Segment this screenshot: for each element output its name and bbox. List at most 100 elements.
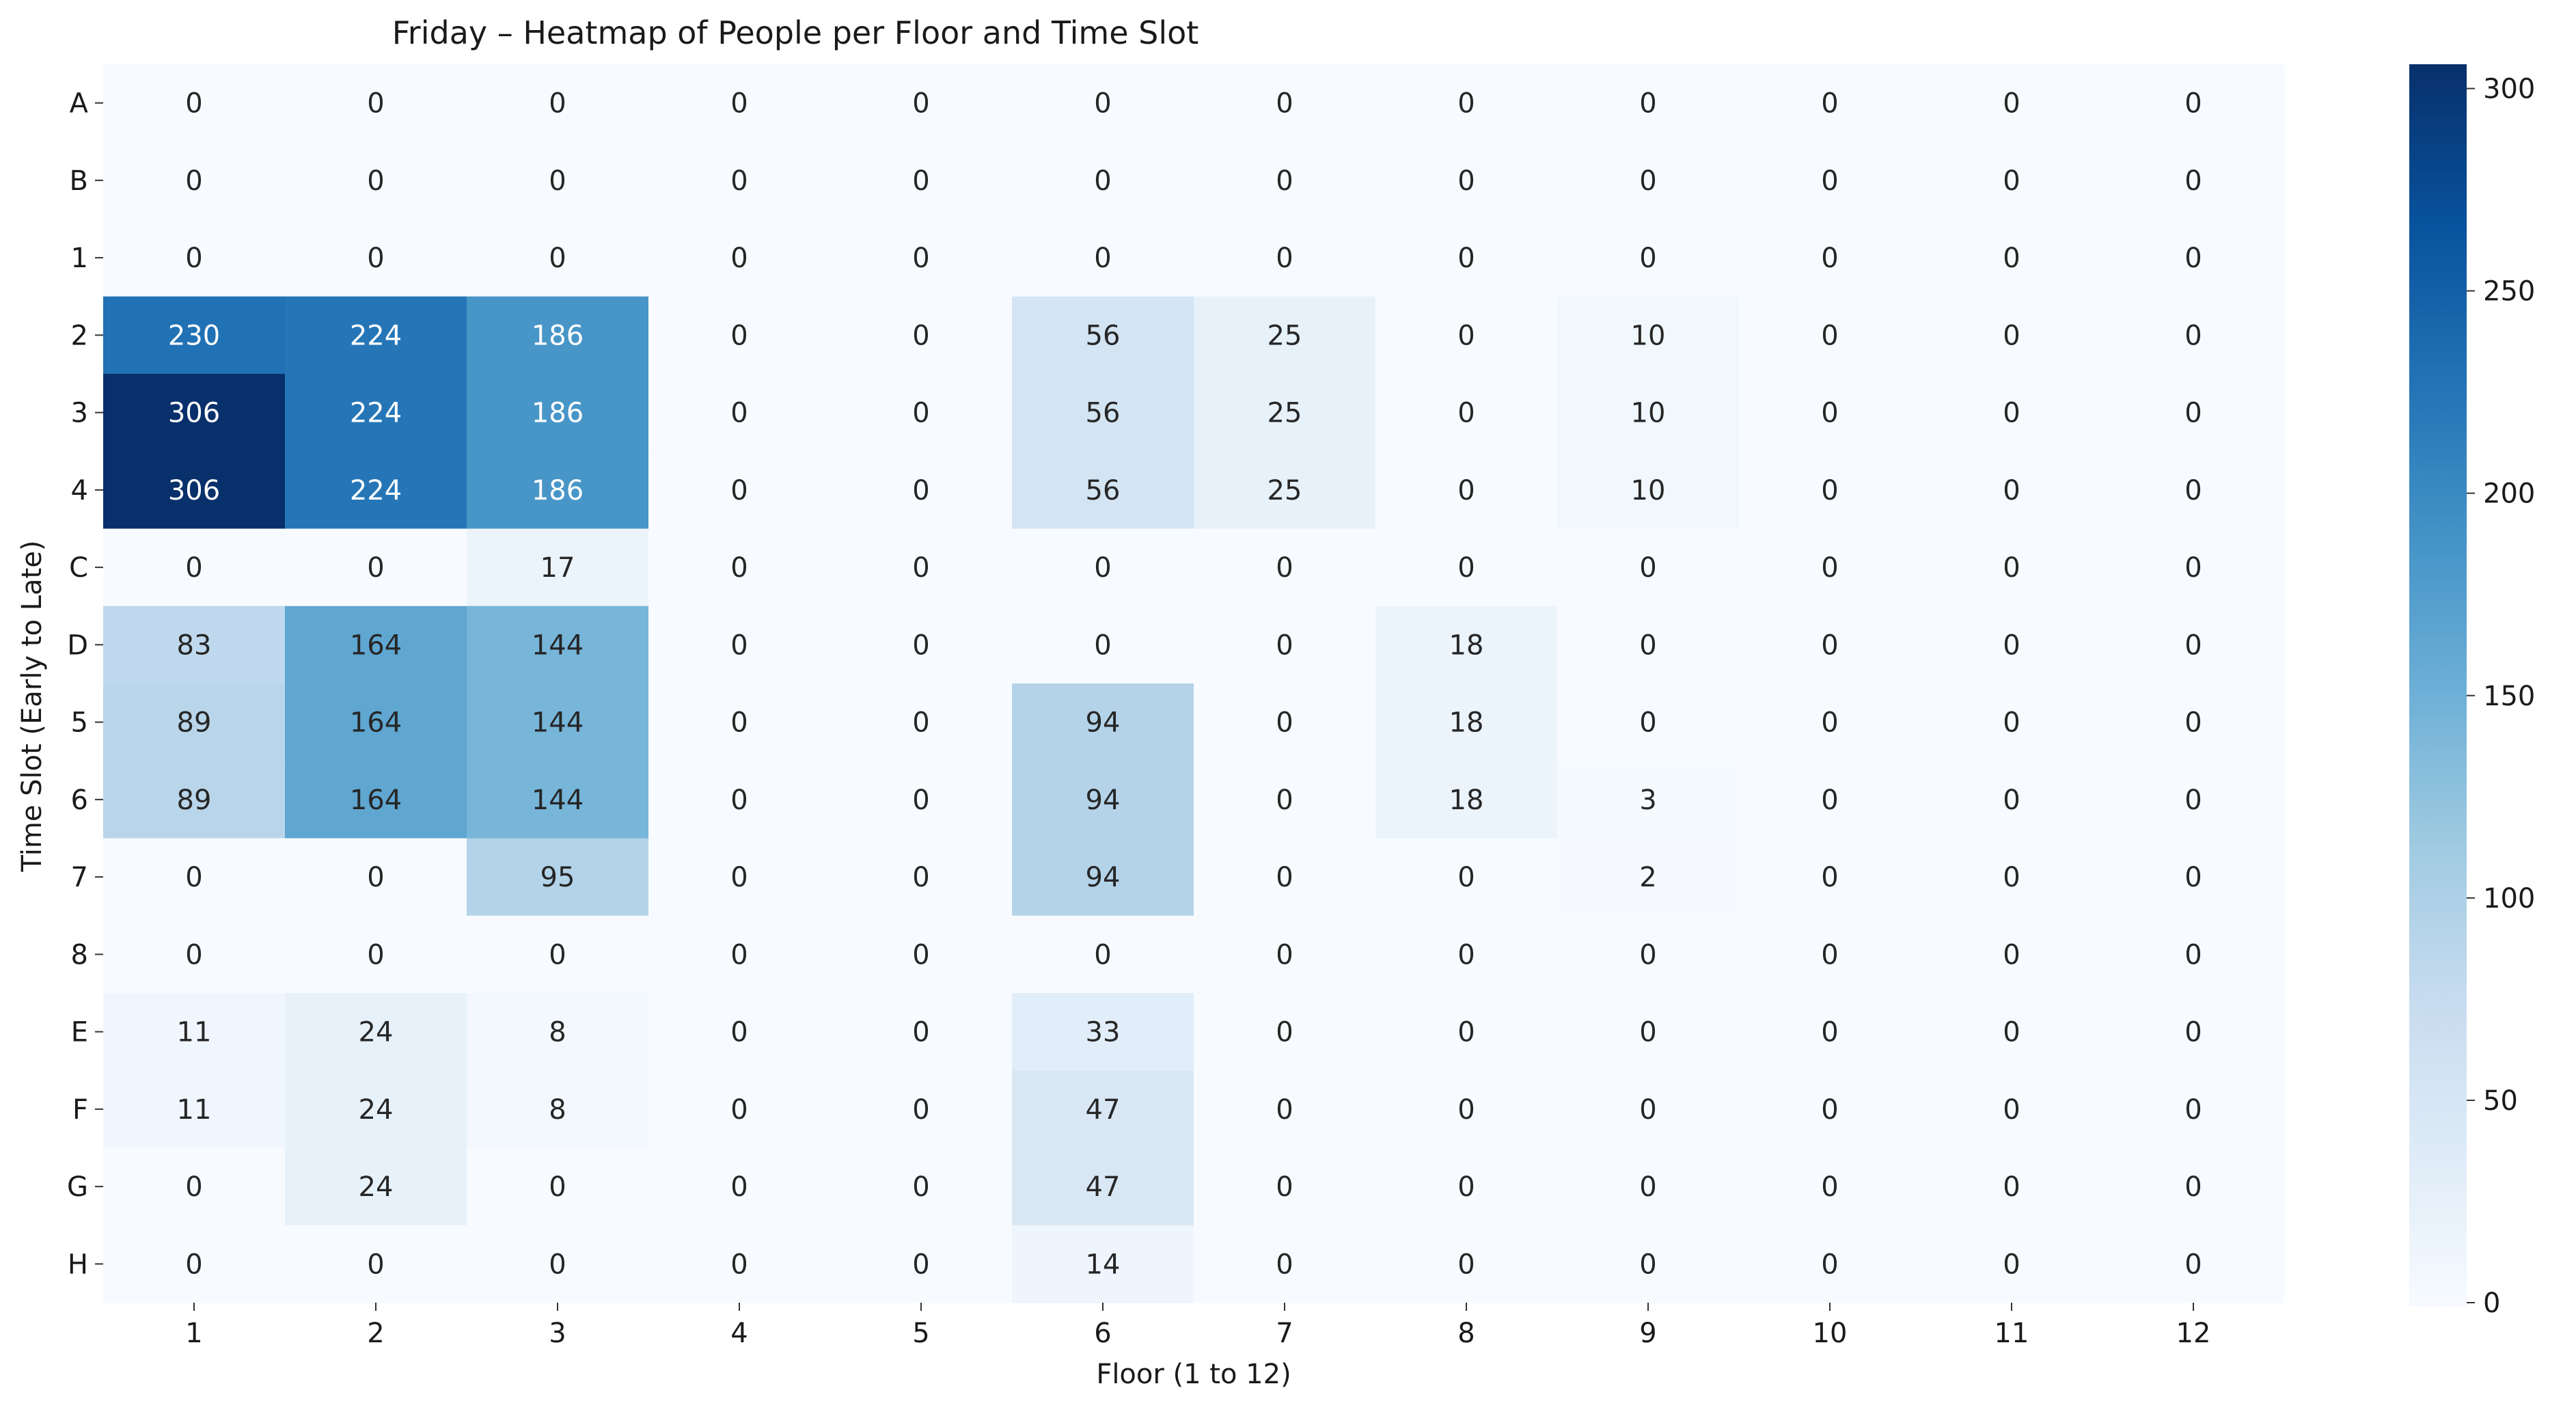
cell-value-label: 0 — [730, 1249, 748, 1280]
x-tick-label: 12 — [2176, 1318, 2211, 1349]
heatmap-cell — [285, 1225, 467, 1303]
heatmap-cell — [830, 219, 1013, 297]
heatmap-cell — [648, 451, 831, 530]
heatmap-cell — [2102, 296, 2285, 375]
heatmap-cell — [648, 606, 831, 684]
heatmap-cell — [1557, 1070, 1740, 1149]
cell-value-label: 0 — [1821, 1171, 1838, 1203]
colorbar-gradient — [2409, 64, 2467, 1307]
heatmap-cell — [1921, 141, 2103, 220]
heatmap-cell — [1739, 915, 1921, 994]
heatmap-cell — [2102, 64, 2285, 142]
heatmap-cell — [1557, 528, 1740, 607]
cell-value-label: 0 — [2184, 475, 2202, 506]
heatmap-cell — [467, 761, 649, 839]
heatmap-cell — [648, 993, 831, 1071]
heatmap-cell — [1375, 838, 1558, 917]
heatmap-cell — [1194, 141, 1376, 220]
y-tick-label: 5 — [71, 707, 88, 739]
y-tick-label: A — [70, 88, 89, 120]
cell-value-label: 0 — [1821, 243, 1838, 274]
cell-value-label: 0 — [1457, 1017, 1475, 1048]
cell-value-label: 0 — [912, 243, 929, 274]
heatmap-cell — [467, 451, 649, 530]
heatmap-cell — [1739, 1225, 1921, 1303]
y-tick-label: F — [72, 1094, 88, 1126]
heatmap-cell — [648, 141, 831, 220]
heatmap-cell — [648, 219, 831, 297]
cell-value-label: 0 — [1276, 165, 1293, 197]
cell-value-label: 0 — [2003, 552, 2020, 584]
cell-value-label: 0 — [912, 552, 929, 584]
heatmap-cell — [1557, 993, 1740, 1071]
cell-value-label: 0 — [185, 1171, 202, 1203]
cell-value-label: 0 — [367, 939, 384, 970]
heatmap-cell — [103, 64, 286, 142]
heatmap-cell — [285, 993, 467, 1071]
heatmap-cell — [103, 838, 286, 917]
heatmap-cell — [285, 64, 467, 142]
cell-value-label: 0 — [730, 1171, 748, 1203]
y-axis-label: Time Slot (Early to Late) — [16, 541, 48, 873]
cell-value-label: 24 — [359, 1171, 394, 1203]
heatmap-cell — [2102, 1148, 2285, 1226]
heatmap-cell — [467, 1225, 649, 1303]
cell-value-label: 0 — [2184, 1249, 2202, 1280]
heatmap-cell — [1375, 219, 1558, 297]
cell-value-label: 0 — [2003, 165, 2020, 197]
cell-value-label: 0 — [1821, 165, 1838, 197]
colorbar: 0 50 100 150 200 250 300 — [2409, 64, 2535, 1319]
heatmap-cell — [1194, 761, 1376, 839]
x-tick-label: 10 — [1813, 1318, 1848, 1349]
cell-value-label: 144 — [532, 629, 584, 661]
colorbar-tick-label: 300 — [2483, 74, 2535, 105]
cell-value-label: 89 — [177, 707, 212, 739]
cell-value-label: 0 — [367, 552, 384, 584]
colorbar-tick-label: 0 — [2483, 1288, 2500, 1319]
cell-value-label: 0 — [1821, 1249, 1838, 1280]
cell-value-label: 0 — [2003, 1017, 2020, 1048]
cell-value-label: 0 — [1639, 243, 1656, 274]
heatmap-cell — [1921, 915, 2103, 994]
heatmap-cell — [1921, 1225, 2103, 1303]
heatmap-cell — [1375, 683, 1558, 761]
heatmap-cell — [1739, 451, 1921, 530]
y-tick-label: 4 — [71, 475, 88, 506]
y-axis-ticks: A B 1 2 3 4 C D 5 6 7 8 E F G H — [67, 88, 103, 1280]
cell-value-label: 8 — [549, 1017, 566, 1048]
cell-value-label: 0 — [1639, 1017, 1656, 1048]
cell-value-label: 230 — [168, 320, 220, 351]
cell-value-label: 0 — [1821, 939, 1838, 970]
cell-value-label: 0 — [1276, 1094, 1293, 1126]
cell-value-label: 94 — [1086, 785, 1121, 816]
cell-value-label: 0 — [2003, 939, 2020, 970]
heatmap-cell — [285, 838, 467, 917]
heatmap-cell — [648, 838, 831, 917]
cell-value-label: 56 — [1086, 475, 1121, 506]
cell-value-label: 224 — [350, 320, 402, 351]
cell-value-label: 0 — [185, 88, 202, 120]
cell-value-label: 0 — [1639, 1094, 1656, 1126]
cell-value-label: 0 — [1457, 862, 1475, 893]
cell-value-label: 0 — [2003, 1249, 2020, 1280]
heatmap-cell — [103, 1148, 286, 1226]
cell-value-label: 47 — [1086, 1171, 1121, 1203]
cell-value-label: 89 — [177, 785, 212, 816]
cell-value-label: 306 — [168, 475, 220, 506]
heatmap-cell — [648, 683, 831, 761]
cell-value-label: 0 — [1094, 939, 1111, 970]
cell-value-label: 0 — [1639, 552, 1656, 584]
heatmap-cell — [1921, 606, 2103, 684]
heatmap-cell — [648, 1225, 831, 1303]
cell-value-label: 0 — [1821, 1094, 1838, 1126]
cell-value-label: 0 — [730, 1017, 748, 1048]
heatmap-cell — [648, 1148, 831, 1226]
cell-value-label: 224 — [350, 475, 402, 506]
cell-value-label: 0 — [730, 785, 748, 816]
cell-value-label: 0 — [2003, 88, 2020, 120]
heatmap-cell — [1557, 761, 1740, 839]
heatmap-cell — [2102, 451, 2285, 530]
heatmap-cell — [1739, 296, 1921, 375]
heatmap-cell — [1375, 64, 1558, 142]
